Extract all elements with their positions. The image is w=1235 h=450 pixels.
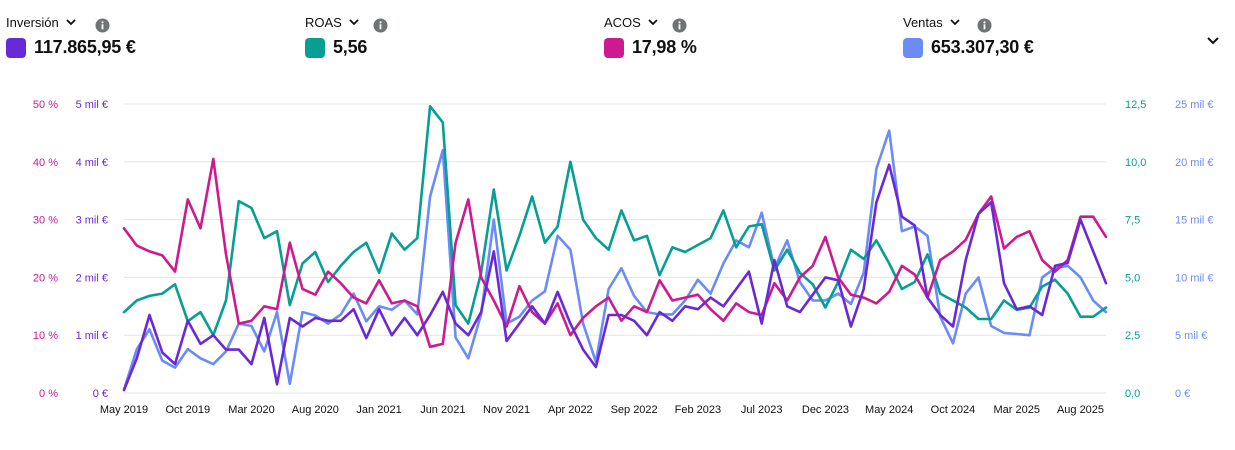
inversion-axis-tick: 2 mil € — [76, 272, 108, 284]
roas-axis-tick: 12,5 — [1125, 99, 1146, 111]
chevron-down-icon — [348, 16, 360, 28]
chevron-down-icon — [949, 16, 961, 28]
x-axis-tick: Oct 2024 — [931, 404, 976, 416]
x-axis-tick: Oct 2019 — [165, 404, 210, 416]
chevron-down-icon — [647, 16, 659, 28]
x-axis-tick: Jun 2021 — [420, 404, 465, 416]
metric-acos-value: 17,98 % — [632, 37, 697, 57]
metric-ventas-dropdown[interactable]: Ventas — [903, 12, 961, 32]
x-axis-tick: Nov 2021 — [483, 404, 530, 416]
metric-inversion-swatch[interactable] — [6, 37, 26, 58]
roas-axis-tick: 2,5 — [1125, 330, 1140, 342]
collapse-button[interactable] — [1203, 30, 1223, 50]
info-icon[interactable] — [373, 18, 388, 33]
metric-inversion: Inversión 117.865,95 € — [6, 0, 296, 70]
metric-roas-swatch[interactable] — [305, 37, 325, 58]
metric-ventas: Ventas 653.307,30 € — [903, 0, 1193, 70]
metric-acos-value-row: 17,98 % — [604, 37, 697, 58]
metric-ventas-value-row: 653.307,30 € — [903, 37, 1034, 58]
x-axis-tick: Aug 2025 — [1057, 404, 1104, 416]
metric-acos-swatch[interactable] — [604, 37, 624, 58]
ventas-axis-tick: 15 mil € — [1175, 215, 1214, 227]
metric-acos-dropdown[interactable]: ACOS — [604, 12, 659, 32]
ventas-axis-tick: 20 mil € — [1175, 157, 1214, 169]
acos-axis-tick: 20 % — [33, 272, 58, 284]
metric-ventas-name: Ventas — [903, 14, 943, 30]
acos-axis-tick: 40 % — [33, 157, 58, 169]
x-axis-tick: Apr 2022 — [548, 404, 593, 416]
metric-roas-value: 5,56 — [333, 37, 368, 57]
chevron-down-icon — [65, 16, 77, 28]
info-icon[interactable] — [95, 18, 110, 33]
x-axis-tick: Feb 2023 — [675, 404, 721, 416]
inversion-axis-tick: 4 mil € — [76, 157, 108, 169]
info-icon[interactable] — [672, 18, 687, 33]
x-axis-tick: May 2019 — [100, 404, 148, 416]
series-line-roas[interactable] — [122, 105, 1108, 337]
chevron-down-icon — [1207, 37, 1219, 45]
metric-ventas-swatch[interactable] — [903, 37, 923, 58]
metric-inversion-name: Inversión — [6, 14, 59, 30]
metric-roas-dropdown[interactable]: ROAS — [305, 12, 360, 32]
metric-roas: ROAS 5,56 — [305, 0, 595, 70]
acos-axis-tick: 50 % — [33, 99, 58, 111]
roas-axis-tick: 7,5 — [1125, 215, 1140, 227]
roas-axis-tick: 0,0 — [1125, 388, 1140, 400]
metric-acos-name: ACOS — [604, 14, 641, 30]
inversion-axis-tick: 1 mil € — [76, 330, 108, 342]
metric-inversion-dropdown[interactable]: Inversión — [6, 12, 77, 32]
series-line-acos[interactable] — [122, 157, 1108, 349]
x-axis-tick: Aug 2020 — [292, 404, 339, 416]
x-axis-tick: Sep 2022 — [611, 404, 658, 416]
acos-axis-tick: 30 % — [33, 215, 58, 227]
inversion-axis-tick: 5 mil € — [76, 99, 108, 111]
acos-axis-tick: 10 % — [33, 330, 58, 342]
ventas-axis-tick: 5 mil € — [1175, 330, 1207, 342]
ventas-axis-tick: 25 mil € — [1175, 99, 1214, 111]
x-axis-tick: Mar 2025 — [993, 404, 1039, 416]
series-line-inversion[interactable] — [122, 163, 1108, 392]
metric-acos: ACOS 17,98 % — [604, 0, 894, 70]
roas-axis-tick: 5,0 — [1125, 272, 1140, 284]
acos-axis-tick: 0 % — [39, 388, 58, 400]
metric-roas-name: ROAS — [305, 14, 342, 30]
x-axis-tick: Jan 2021 — [356, 404, 401, 416]
metric-roas-value-row: 5,56 — [305, 37, 367, 58]
ventas-axis-tick: 0 € — [1175, 388, 1190, 400]
x-axis-tick: May 2024 — [865, 404, 913, 416]
info-icon[interactable] — [977, 18, 992, 33]
metric-ventas-value: 653.307,30 € — [931, 37, 1034, 57]
metric-inversion-value-row: 117.865,95 € — [6, 37, 136, 58]
x-axis-tick: Jul 2023 — [741, 404, 783, 416]
x-axis-tick: Mar 2020 — [228, 404, 274, 416]
ventas-axis-tick: 10 mil € — [1175, 272, 1214, 284]
roas-axis-tick: 10,0 — [1125, 157, 1146, 169]
inversion-axis-tick: 0 € — [93, 388, 108, 400]
series-line-ventas[interactable] — [122, 129, 1108, 391]
inversion-axis-tick: 3 mil € — [76, 215, 108, 227]
metric-inversion-value: 117.865,95 € — [34, 37, 136, 57]
x-axis-tick: Dec 2023 — [802, 404, 849, 416]
